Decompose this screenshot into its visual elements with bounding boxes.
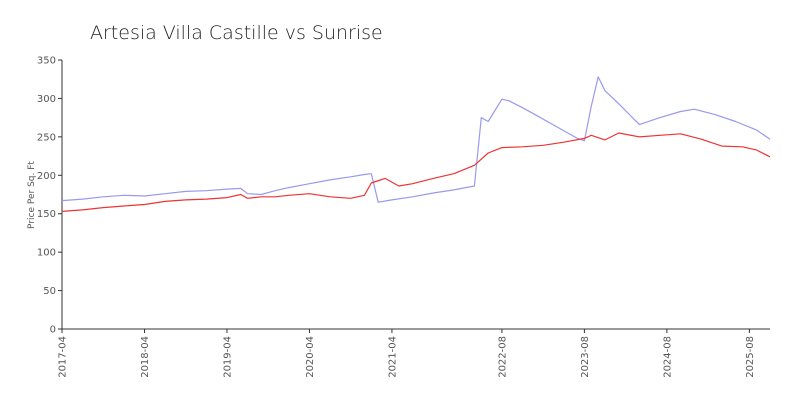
x-tick-label: 2019-04 (222, 336, 233, 378)
y-tick-label: 100 (37, 248, 56, 259)
y-tick-label: 50 (43, 286, 56, 297)
x-tick-label: 2017-04 (58, 336, 69, 378)
y-axis-title: Price Per Sq. Ft (27, 161, 37, 229)
x-axis-ticks: 2017-04 2018-04 2019-04 2020-04 2021-04 2022-… (58, 329, 756, 378)
y-tick-label: 150 (37, 209, 56, 220)
x-tick-label: 2021-04 (387, 336, 398, 378)
x-tick-label: 2023-08 (580, 336, 591, 378)
y-tick-label: 200 (37, 171, 56, 182)
x-tick-label: 2020-04 (305, 336, 316, 378)
x-tick-label: 2024-08 (662, 336, 673, 378)
series-line-1 (61, 76, 771, 203)
x-tick-label: 2025-08 (745, 336, 756, 378)
series-line-2 (61, 132, 771, 212)
x-tick-label: 2022-08 (497, 336, 508, 378)
chart-title: Artesia Villa Castille vs Sunrise (90, 22, 383, 44)
y-tick-label: 250 (37, 132, 56, 143)
y-tick-label: 0 (50, 325, 56, 336)
y-tick-label: 300 (37, 94, 56, 105)
x-tick-label: 2018-04 (140, 336, 151, 378)
y-axis-title-group: Price Per Sq. Ft (27, 161, 37, 229)
y-axis-ticks: 0 50 100 150 200 250 300 350 (37, 56, 62, 336)
y-tick-label: 350 (37, 56, 56, 67)
series-group (61, 76, 771, 212)
